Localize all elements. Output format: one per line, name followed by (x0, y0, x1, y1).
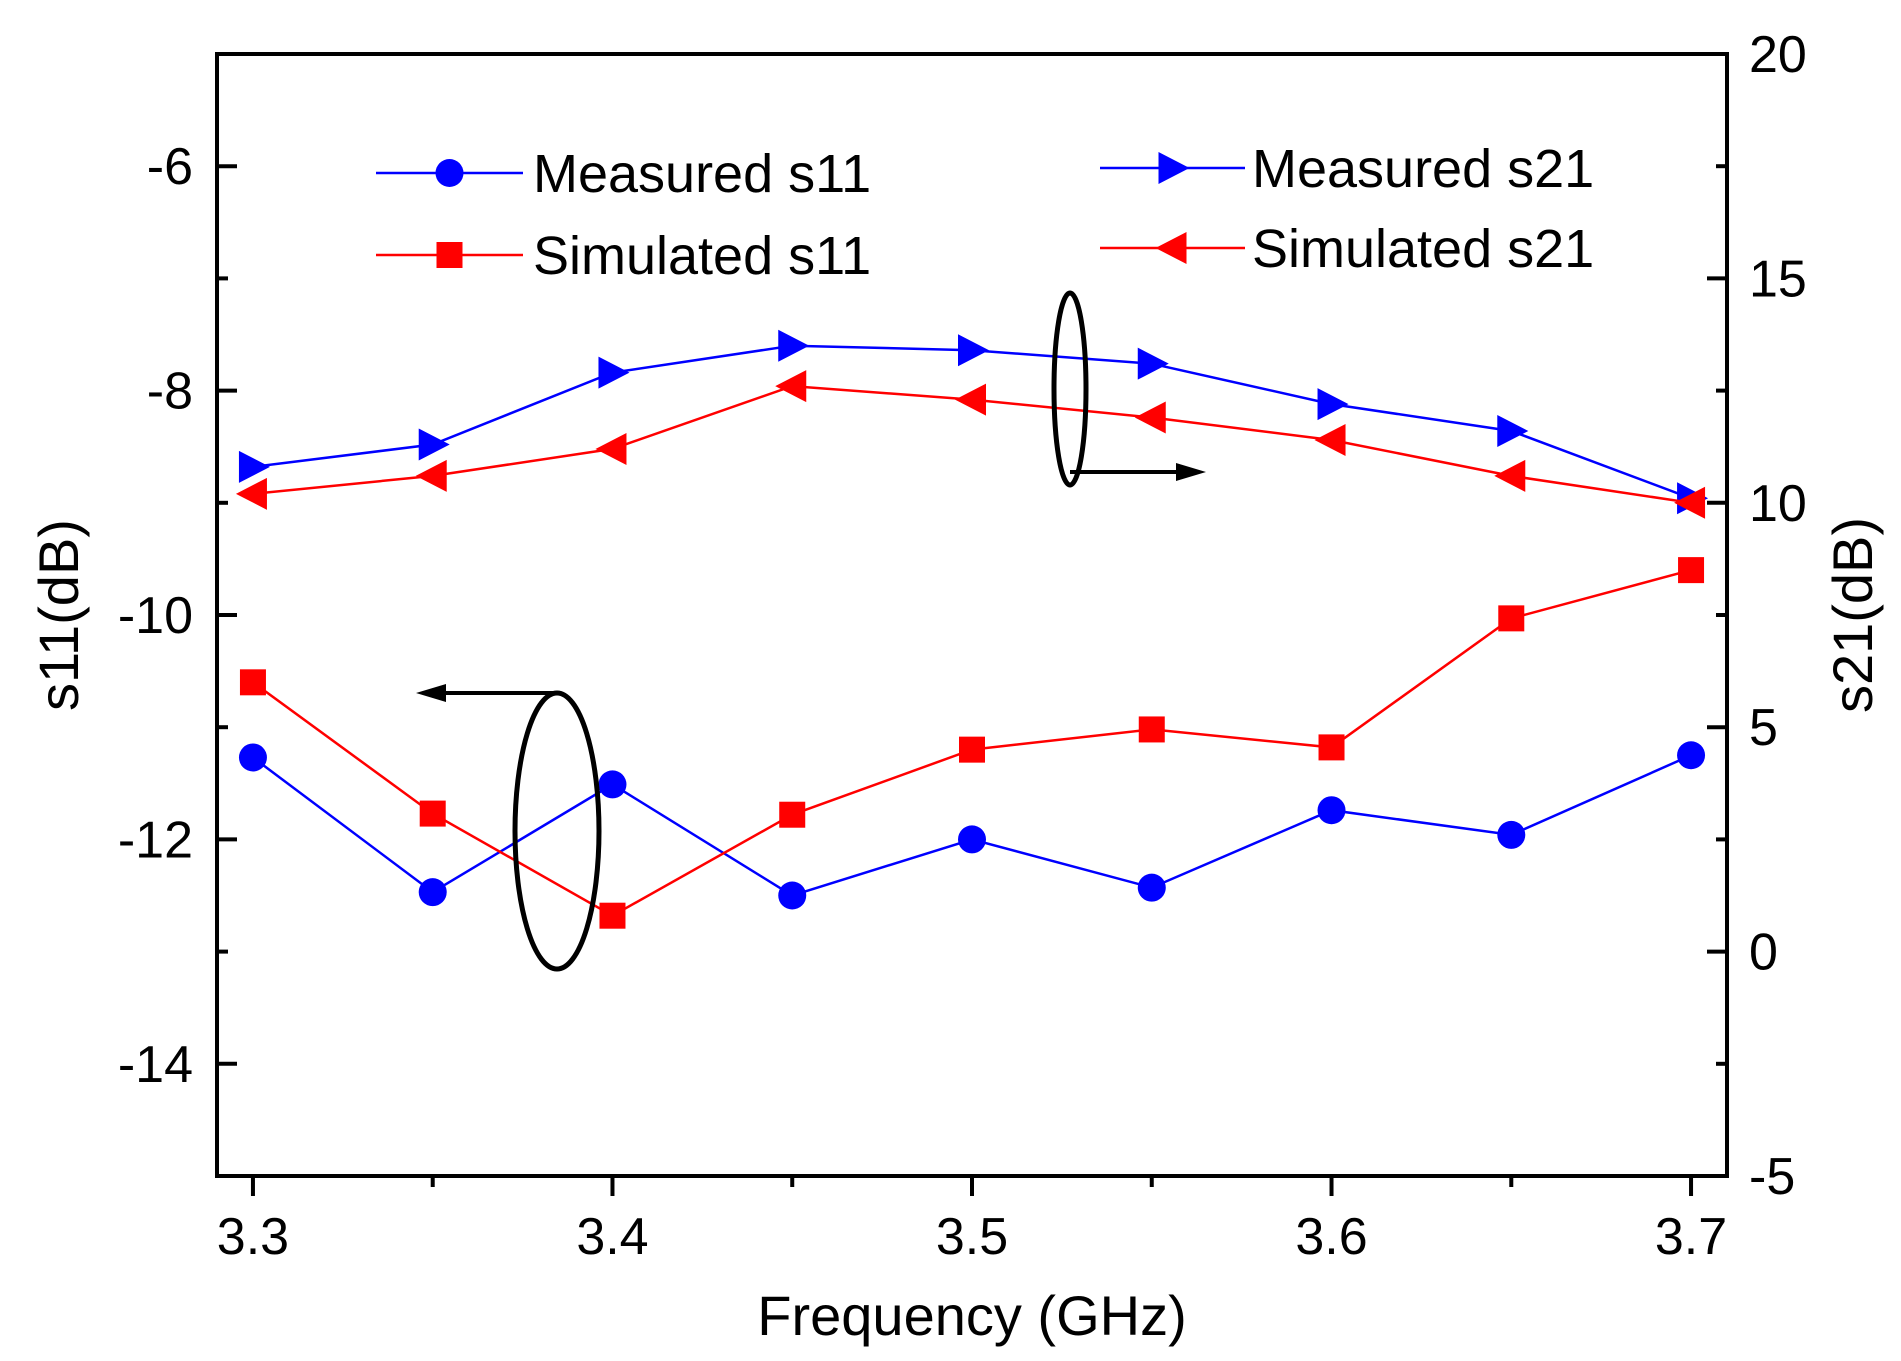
left-y-tick-label: -10 (118, 587, 193, 645)
right-y-axis-title: s21(dB) (1821, 517, 1884, 713)
legend-label: Measured s21 (1252, 139, 1594, 199)
legend-label: Measured s11 (533, 144, 871, 204)
x-tick-label: 3.5 (936, 1208, 1008, 1266)
right-axis-annotation-arrowhead (1176, 463, 1206, 481)
right-y-tick-label: 0 (1749, 924, 1778, 982)
x-tick-label: 3.7 (1655, 1208, 1727, 1266)
measured-s21-line (252, 344, 1692, 500)
measured-s21-point (598, 356, 630, 389)
simulated-s11-point (419, 800, 446, 827)
simulated-s21-point (595, 432, 627, 465)
right-y-tick-label: -5 (1749, 1148, 1795, 1206)
left-y-tick-label: -6 (147, 138, 193, 196)
measured-s11-point (958, 825, 986, 854)
ticks-layer: 3.3 3.4 3.5 3.6 3.7 -14 -12 -10 -8 -6 -5 0 5 10 15 20 (118, 26, 1807, 1266)
measured-s11-point (778, 881, 807, 910)
simulated-s11-point (239, 669, 266, 696)
x-tick-label: 3.3 (217, 1208, 289, 1266)
measured-s11-point (1677, 741, 1706, 770)
legend-marker (435, 159, 464, 187)
simulated-s21-point (955, 383, 986, 416)
simulated-s11-point (1498, 605, 1525, 632)
simulated-s21-point (1134, 401, 1166, 434)
right-y-tick-label: 10 (1749, 475, 1807, 533)
measured-s21-point (418, 428, 450, 461)
simulated-s11-point (1318, 734, 1345, 761)
right-y-tick-label: 5 (1749, 699, 1778, 757)
x-tick-label: 3.6 (1295, 1208, 1367, 1266)
simulated-s11-point (959, 736, 985, 763)
right-y-tick-label: 15 (1749, 250, 1807, 308)
series-layer (235, 329, 1709, 929)
measured-s11-point (418, 878, 447, 907)
legend-marker (1155, 232, 1187, 264)
left-axis-annotation-ellipse (512, 690, 602, 972)
x-axis-title: Frequency (GHz) (757, 1284, 1186, 1347)
left-axis-annotation-arrowhead (416, 684, 446, 702)
legend-marker (436, 242, 463, 268)
simulated-s21-point (1494, 459, 1526, 492)
legend-label: Simulated s21 (1252, 219, 1594, 279)
simulated-s21-point (1674, 486, 1706, 519)
measured-s21-point (778, 329, 810, 362)
simulated-s21-point (1314, 423, 1346, 456)
left-y-tick-label: -12 (118, 811, 193, 869)
simulated-s11-point (779, 801, 806, 828)
measured-s21-point (958, 334, 989, 367)
measured-s11-point (1497, 820, 1526, 849)
right-y-tick-label: 20 (1749, 26, 1807, 84)
measured-s21-point (238, 450, 270, 483)
measured-s11-point (1317, 796, 1346, 825)
measured-s11-point (598, 770, 627, 799)
simulated-s21-point (415, 459, 447, 492)
right-axis-annotation-ellipse (1051, 290, 1089, 488)
measured-s21-point (1497, 414, 1529, 447)
simulated-s21-point (235, 477, 267, 510)
left-y-axis-title: s11(dB) (27, 519, 90, 711)
left-y-tick-label: -8 (147, 363, 193, 421)
measured-s11-point (1137, 873, 1166, 902)
annotation-layer (416, 290, 1206, 972)
x-tick-label: 3.4 (576, 1208, 648, 1266)
simulated-s21-point (775, 370, 807, 403)
legend-label: Simulated s11 (533, 226, 871, 286)
simulated-s11-point (1678, 557, 1705, 584)
measured-s21-point (1317, 388, 1349, 421)
simulated-s11-point (1138, 716, 1165, 743)
simulated-s11-point (599, 902, 626, 929)
left-y-tick-label: -14 (118, 1036, 193, 1094)
legend: Measured s11 Simulated s11 Measured s21 Sim… (376, 139, 1594, 286)
measured-s21-point (1137, 347, 1169, 380)
measured-s11-point (238, 743, 267, 772)
legend-marker (1158, 152, 1190, 184)
